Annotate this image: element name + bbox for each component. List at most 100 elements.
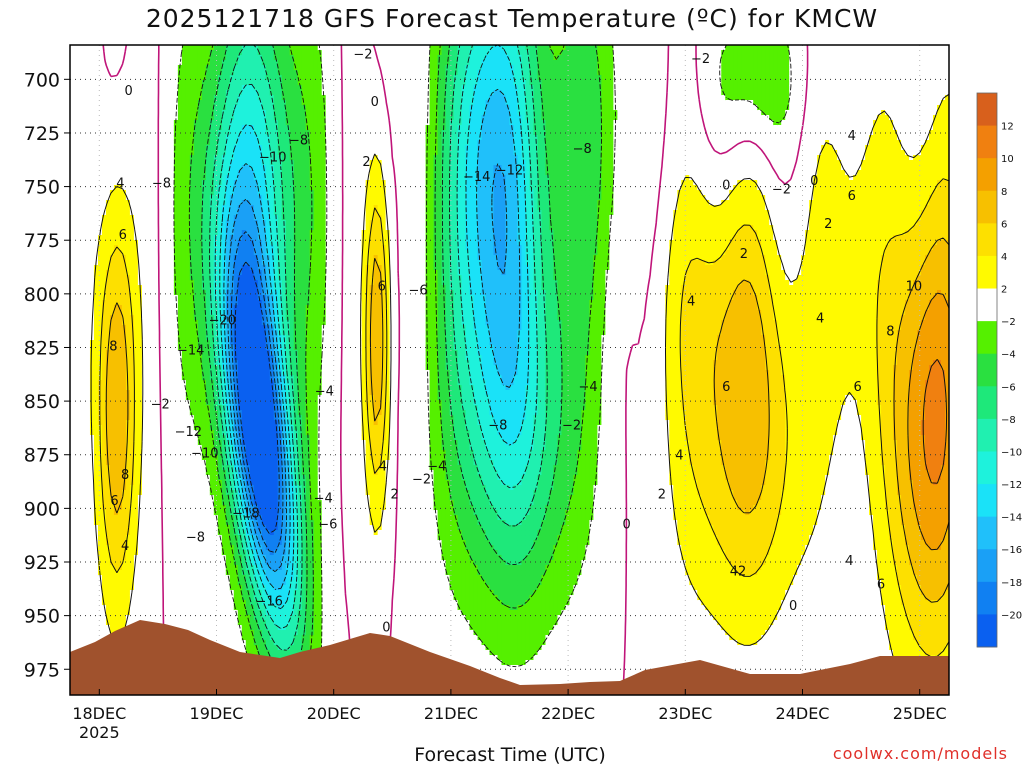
contour--4 [188, 45, 602, 695]
colorbar-swatch [977, 418, 997, 452]
contour-2 [90, 93, 949, 695]
contour-label: 8 [886, 324, 894, 339]
contour-label: 6 [110, 494, 118, 509]
contour-label: −8 [289, 133, 308, 148]
contour-label: 2 [658, 487, 666, 502]
colorbar-tick-label: −6 [1001, 382, 1016, 393]
x-tick-label: 23DEC [658, 704, 712, 723]
y-tick-label: 775 [24, 230, 60, 252]
grid-lines [70, 45, 949, 695]
contour-label: −14 [177, 344, 204, 359]
colorbar-swatch [977, 451, 997, 485]
colorbar-tick-label: −14 [1001, 513, 1022, 524]
y-tick-label: 975 [24, 659, 60, 681]
colorbar-swatch [977, 549, 997, 583]
contour-label: −2 [562, 419, 581, 434]
contour-label: −2 [353, 48, 372, 63]
contour-4 [99, 178, 949, 658]
contour-label: −16 [256, 595, 283, 610]
contour-label: −8 [573, 142, 592, 157]
y-tick-label: 725 [24, 123, 60, 145]
colorbar-swatch [977, 288, 997, 322]
colorbar-tick-label: −12 [1001, 480, 1022, 491]
colorbar-tick-label: −2 [1001, 317, 1016, 328]
contour-label: 0 [722, 178, 730, 193]
x-tick-label: 25DEC [893, 704, 947, 723]
contour-label: −18 [232, 507, 259, 522]
colorbar-swatch [977, 190, 997, 224]
contour--18 [231, 231, 284, 554]
colorbar-swatch [977, 321, 997, 355]
contour-label: −8 [152, 176, 171, 191]
contour-label: 0 [382, 620, 390, 635]
y-tick-label: 700 [24, 69, 60, 91]
y-tick-label: 850 [24, 391, 60, 413]
plot-area: 0468864−2−8−14−20−12−10−8−18−16−10−8−4−6… [70, 45, 949, 695]
x-tick-label: 22DEC [541, 704, 595, 723]
colorbar-tick-label: −16 [1001, 545, 1022, 556]
contour-label: −6 [318, 517, 337, 532]
contour--2 [173, 45, 792, 695]
contour-label: 6 [119, 228, 127, 243]
contour-label: −2 [772, 183, 791, 198]
source-credit: coolwx.com/models [833, 744, 1008, 763]
colorbar-tick-label: 10 [1001, 154, 1014, 165]
colorbar-swatch [977, 223, 997, 257]
plot-frame [69, 44, 950, 696]
contour-label: 6 [378, 279, 386, 294]
colorbar-swatch [977, 255, 997, 289]
contour-label: −12 [175, 425, 202, 440]
contour-label: 4 [121, 539, 129, 554]
y-tick-label: 900 [24, 498, 60, 520]
contour-label: −20 [209, 314, 236, 329]
colorbar-tick-label: −4 [1001, 350, 1016, 361]
x-tick-label: 20DEC [307, 704, 361, 723]
contour-label: 8 [109, 339, 117, 354]
colorbar-swatch [977, 614, 997, 648]
contour-label: 4 [116, 176, 124, 191]
contour--10 [214, 45, 538, 630]
contour-label: 0 [789, 599, 797, 614]
contour-label: 6 [722, 380, 730, 395]
contour-label: 6 [853, 380, 861, 395]
y-tick-label: 800 [24, 284, 60, 306]
colorbar-swatch [977, 516, 997, 550]
x-tick-label: 24DEC [776, 704, 830, 723]
contour-label: 2 [362, 155, 370, 170]
contour-label: 0 [371, 95, 379, 110]
y-axis: 700 725 750 775 800 825 850 875 900 925 950 975 [24, 69, 70, 681]
contour-label: 4 [675, 449, 683, 464]
colorbar-swatch [977, 93, 997, 126]
y-tick-label: 825 [24, 337, 60, 359]
colorbar-tick-label: −18 [1001, 578, 1022, 589]
contour-label: −4 [427, 459, 446, 474]
y-tick-label: 875 [24, 445, 60, 467]
contour-label: 0 [124, 84, 132, 99]
contour-label: −12 [496, 163, 523, 178]
contour-label: −8 [488, 419, 507, 434]
x-axis: 18DEC 19DEC 20DEC 21DEC 22DEC 23DEC 24DEC 25DEC… [72, 689, 947, 742]
contour-label: −2 [151, 397, 170, 412]
y-tick-label: 925 [24, 552, 60, 574]
contour-0 [102, 45, 809, 695]
x-tick-label: 21DEC [424, 704, 478, 723]
x-tick-year: 2025 [79, 723, 120, 742]
colorbar-swatch [977, 125, 997, 159]
contour-10 [922, 358, 948, 484]
contour-label: −14 [463, 170, 490, 185]
contour-label: −10 [191, 447, 218, 462]
contour-label: −6 [408, 284, 427, 299]
contour-label: 4 [687, 294, 695, 309]
colorbar-swatch [977, 581, 997, 615]
colorbar-tick-label: 4 [1001, 252, 1007, 263]
colorbar-tick-label: 12 [1001, 122, 1014, 133]
contour-label: 6 [877, 577, 885, 592]
contour-label: −10 [259, 151, 286, 166]
colorbar-swatch [977, 353, 997, 387]
contour-label: −2 [412, 472, 431, 487]
contour--14 [223, 88, 521, 590]
y-tick-label: 950 [24, 606, 60, 628]
contour-label: 2 [740, 247, 748, 262]
contour-label: −2 [691, 52, 710, 67]
contour--8 [209, 45, 548, 651]
